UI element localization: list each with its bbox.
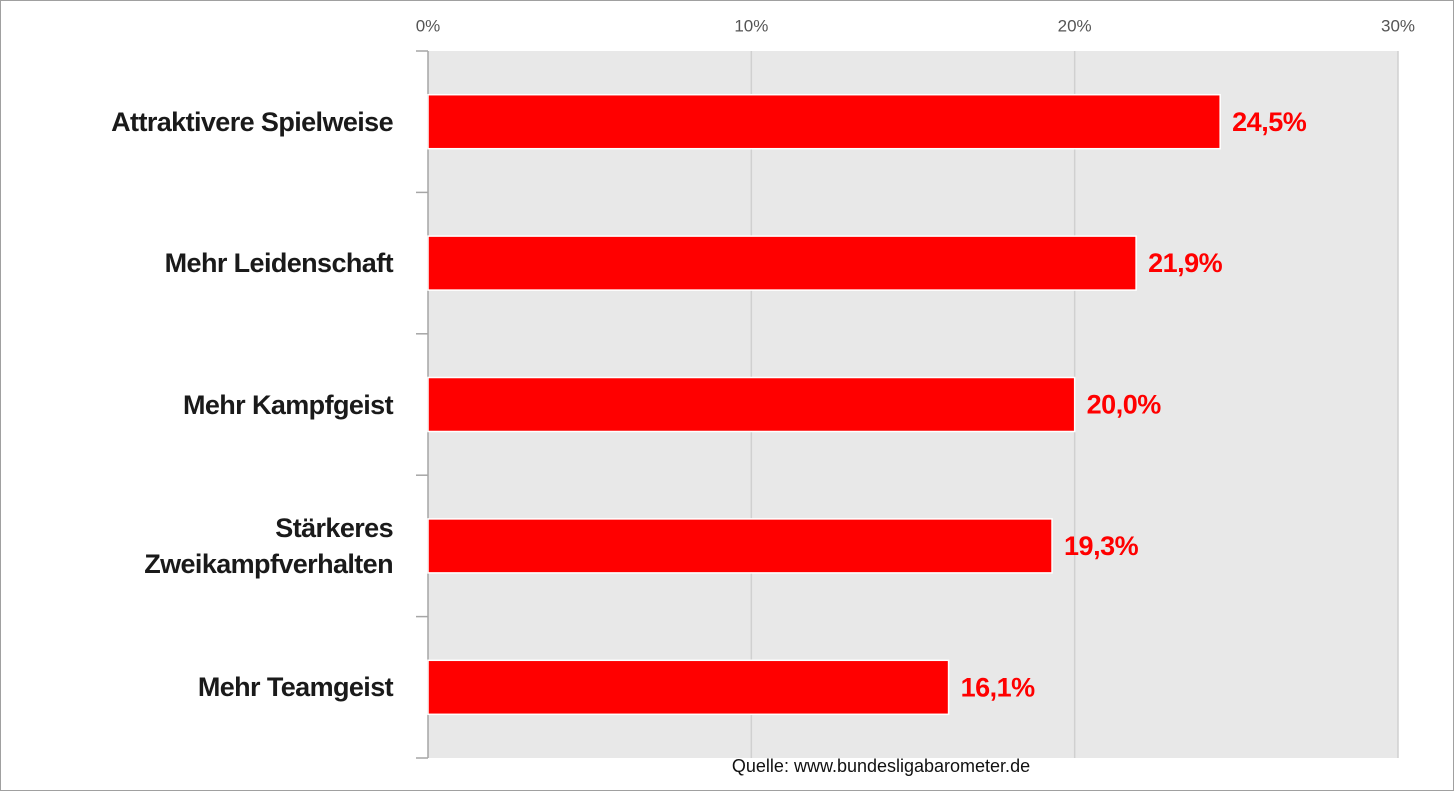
category-label: Attraktivere Spielweise bbox=[111, 106, 393, 137]
x-tick-label: 10% bbox=[734, 16, 768, 35]
value-label: 21,9% bbox=[1148, 248, 1223, 278]
source: Quelle: www.bundesligabarometer.de bbox=[732, 756, 1030, 776]
value-label: 24,5% bbox=[1232, 107, 1307, 137]
value-label: 20,0% bbox=[1087, 390, 1162, 420]
category-label: Mehr Teamgeist bbox=[197, 672, 394, 703]
bar bbox=[427, 376, 1076, 433]
bar bbox=[427, 93, 1221, 150]
x-tick-label: 0% bbox=[416, 16, 441, 35]
category-label: Mehr Leidenschaft bbox=[164, 248, 394, 279]
x-tick-label: 20% bbox=[1058, 16, 1092, 35]
value-label: 19,3% bbox=[1064, 531, 1139, 561]
bar bbox=[427, 659, 950, 716]
bar bbox=[427, 518, 1053, 574]
category-label: Stärkeres Zweikampfverhalten bbox=[144, 512, 393, 579]
category-label: Mehr Kampfgeist bbox=[182, 389, 394, 420]
x-tick-label: 30% bbox=[1381, 16, 1415, 35]
value-label: 16,1% bbox=[961, 672, 1036, 702]
bar bbox=[427, 235, 1137, 291]
